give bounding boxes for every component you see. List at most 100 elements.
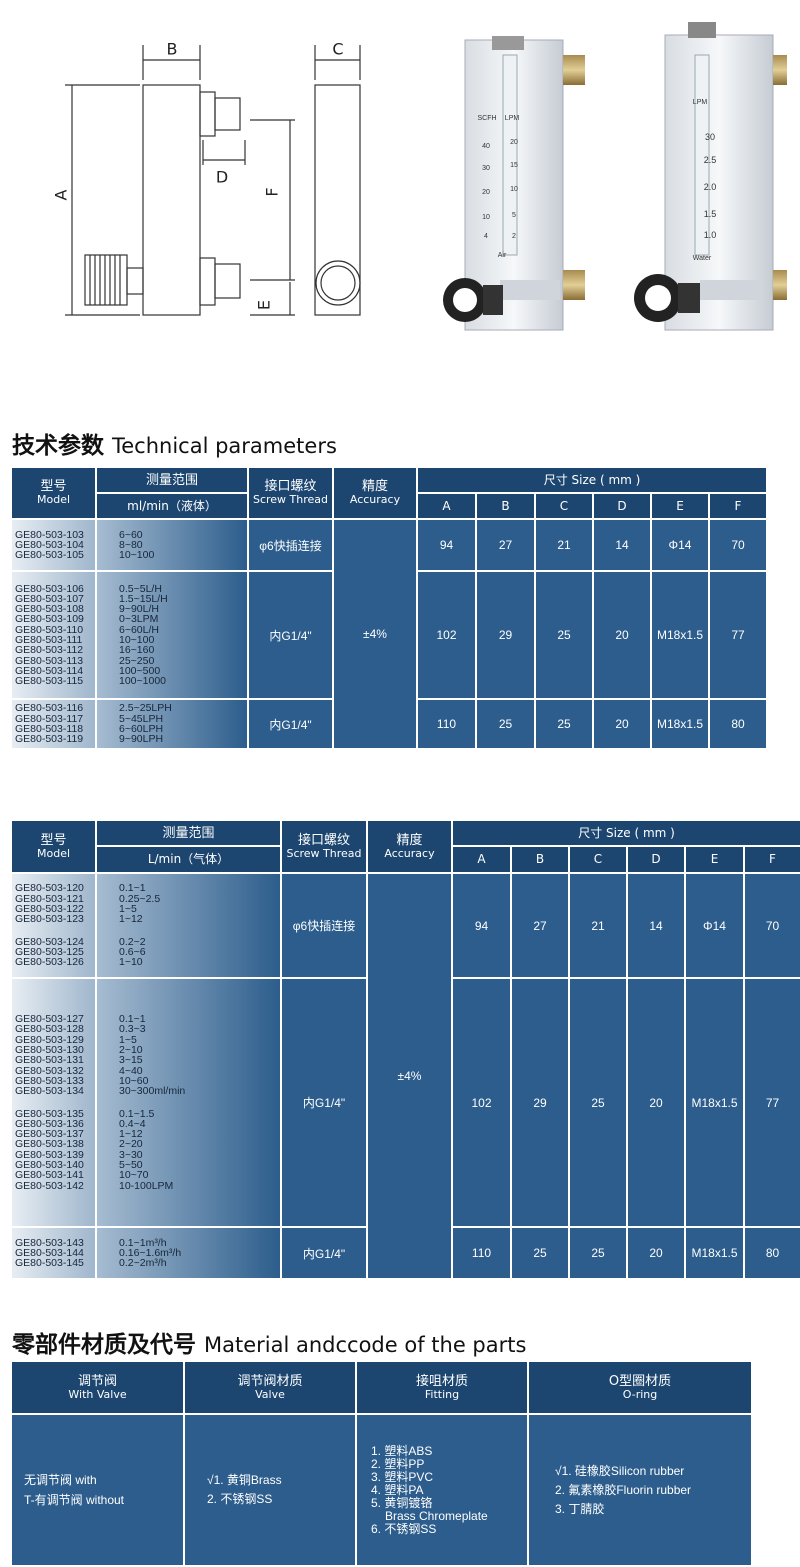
dimension-cell: 20	[628, 979, 684, 1226]
model-number: GE80-503-119	[15, 733, 84, 746]
range-cell: 2.5~25LPH 5~45LPH 6~60LPH 9~90LPH	[97, 700, 247, 748]
thread-cell: 内G1/4"	[282, 979, 366, 1226]
range-value: 0.16~1.6m³/h	[119, 1246, 182, 1259]
range-value: 6~60	[119, 528, 143, 541]
range-value: 0.1~1	[119, 882, 146, 895]
dimension-cell: 25	[536, 572, 592, 698]
range-value: 3~15	[119, 1054, 143, 1067]
model-number: GE80-503-130	[15, 1044, 84, 1057]
material-cell: √1. 硅橡胶Silicon rubber 2. 氟素橡胶Fluorin rubb…	[529, 1415, 751, 1565]
header-cell: L/min（气体）	[97, 847, 280, 872]
header-cn: 接口螺纹	[297, 832, 350, 848]
range-value: 6~60L/H	[119, 623, 159, 636]
material-item: 3. 丁腈胶	[555, 1501, 605, 1516]
model-number: GE80-503-142	[15, 1179, 84, 1192]
range-value: 100~500	[119, 664, 161, 677]
section-title-en: Material andccode of the parts	[204, 1333, 527, 1357]
dimension-cell: 25	[570, 1228, 626, 1278]
header-cell: 接口螺纹 Screw Thread	[282, 821, 366, 872]
model-number: GE80-503-140	[15, 1158, 84, 1171]
range-cell: 0.1~1 0.3~3 1~5 2~10 3~15 4~40 10~60 30~300ml/m…	[97, 979, 280, 1226]
scale-label: 15	[510, 162, 518, 169]
scale-label: 40	[482, 143, 490, 150]
header-row: L/min（气体） A B C D E F	[12, 847, 800, 872]
data-row: GE80-503-103 GE80-503-104 GE80-503-105 6~60…	[12, 520, 767, 748]
model-number: GE80-503-125	[15, 945, 84, 958]
dimension-cell: Φ14	[652, 520, 708, 570]
header-row: 调节阀 With Valve 调节阀材质 Valve 接咀材质 Fitting O型圈材质 O…	[12, 1362, 751, 1413]
material-cell: √1. 黄铜Brass 2. 不锈钢SS	[185, 1415, 355, 1565]
range-value: 0.1~1m³/h	[119, 1236, 167, 1249]
range-value: 5~45LPH	[119, 712, 164, 725]
model-number: GE80-503-116	[15, 702, 84, 715]
header-cn: O型圈材质	[608, 1373, 672, 1389]
model-number: GE80-503-118	[15, 723, 84, 735]
model-number: GE80-503-133	[15, 1074, 84, 1087]
range-value: 10-100LPM	[119, 1179, 174, 1192]
dimension-cell: 102	[418, 572, 475, 698]
range-value: 1.5~15L/H	[119, 592, 168, 605]
scale-label: 20	[482, 189, 490, 196]
dimension-cell: 102	[453, 979, 510, 1226]
scale-label: 2.5	[704, 155, 717, 165]
material-item: 6. 不锈钢SS	[371, 1521, 437, 1536]
scale-label: 10	[482, 214, 490, 221]
dimension-cell: 77	[710, 572, 767, 698]
dimension-cell: 94	[453, 874, 510, 977]
model-cell: GE80-503-120 GE80-503-121 GE80-503-122 GE80…	[12, 874, 95, 977]
model-number: GE80-503-105	[15, 549, 84, 562]
model-cell: GE80-503-116 GE80-503-117 GE80-503-118 GE80…	[12, 700, 95, 748]
header-cell: B	[512, 847, 568, 872]
range-value: 0.4~4	[119, 1117, 146, 1130]
dimension-label: B	[167, 40, 178, 59]
header-en: Screw Thread	[286, 846, 362, 860]
range-value: 8~80	[119, 538, 143, 551]
scale-label: 5	[512, 212, 516, 219]
range-value: 2~20	[119, 1138, 143, 1151]
range-value: 0.3~3	[119, 1023, 146, 1036]
model-number: GE80-503-137	[15, 1128, 84, 1141]
header-cn: 精度	[396, 832, 423, 848]
section-title: 技术参数 Technical parameters	[12, 426, 337, 460]
material-item: √1. 黄铜Brass	[207, 1473, 282, 1487]
range-value: 0.5~5L/H	[119, 582, 162, 595]
dimension-cell: 25	[512, 1228, 568, 1278]
material-item: Brass Chromeplate	[385, 1508, 488, 1523]
header-cn: 型号	[40, 832, 67, 848]
section-title-cn: 技术参数	[12, 433, 104, 459]
dimension-cell: M18x1.5	[652, 700, 708, 748]
model-number: GE80-503-115	[15, 675, 84, 688]
header-cell: F	[710, 494, 767, 518]
header-en: Screw Thread	[252, 493, 329, 506]
range-value: 100~1000	[119, 675, 167, 688]
model-number: GE80-503-113	[15, 654, 84, 667]
model-number: GE80-503-109	[15, 613, 84, 626]
header-cell: E	[652, 494, 708, 518]
dimension-cell: 80	[710, 700, 767, 748]
dimension-cell: 14	[628, 874, 684, 977]
material-item: 无调节阀 with	[24, 1473, 97, 1487]
header-cell: 型号 Model	[12, 468, 95, 518]
range-value: 0.1~1.5	[119, 1107, 155, 1120]
header-row: ml/min（液体） A B C D E F	[12, 494, 767, 518]
material-item: 5. 黄铜镀铬	[371, 1495, 433, 1510]
model-number: GE80-503-134	[15, 1085, 84, 1098]
spacer	[15, 1097, 95, 1109]
model-number: GE80-503-143	[15, 1236, 84, 1249]
thread-cell: 内G1/4"	[249, 572, 332, 698]
material-item: 3. 塑料PVC	[371, 1469, 434, 1484]
materials-table: 调节阀 With Valve 调节阀材质 Valve 接咀材质 Fitting O型圈材质 O…	[10, 1360, 753, 1567]
range-value: 4~40	[119, 1064, 143, 1077]
scale-title: SCFH	[477, 115, 496, 122]
header-cell: C	[536, 494, 592, 518]
model-number: GE80-503-124	[15, 935, 84, 948]
dimension-label: C	[332, 40, 343, 59]
model-number: GE80-503-136	[15, 1117, 84, 1130]
dimension-cell: M18x1.5	[686, 979, 743, 1226]
technical-drawing	[65, 45, 361, 316]
thread-cell: φ6快插连接	[249, 520, 332, 570]
header-en: Accuracy	[384, 846, 435, 860]
header-cell: E	[686, 847, 743, 872]
material-item: 2. 氟素橡胶Fluorin rubber	[555, 1482, 692, 1497]
header-cn: 精度	[361, 479, 388, 494]
